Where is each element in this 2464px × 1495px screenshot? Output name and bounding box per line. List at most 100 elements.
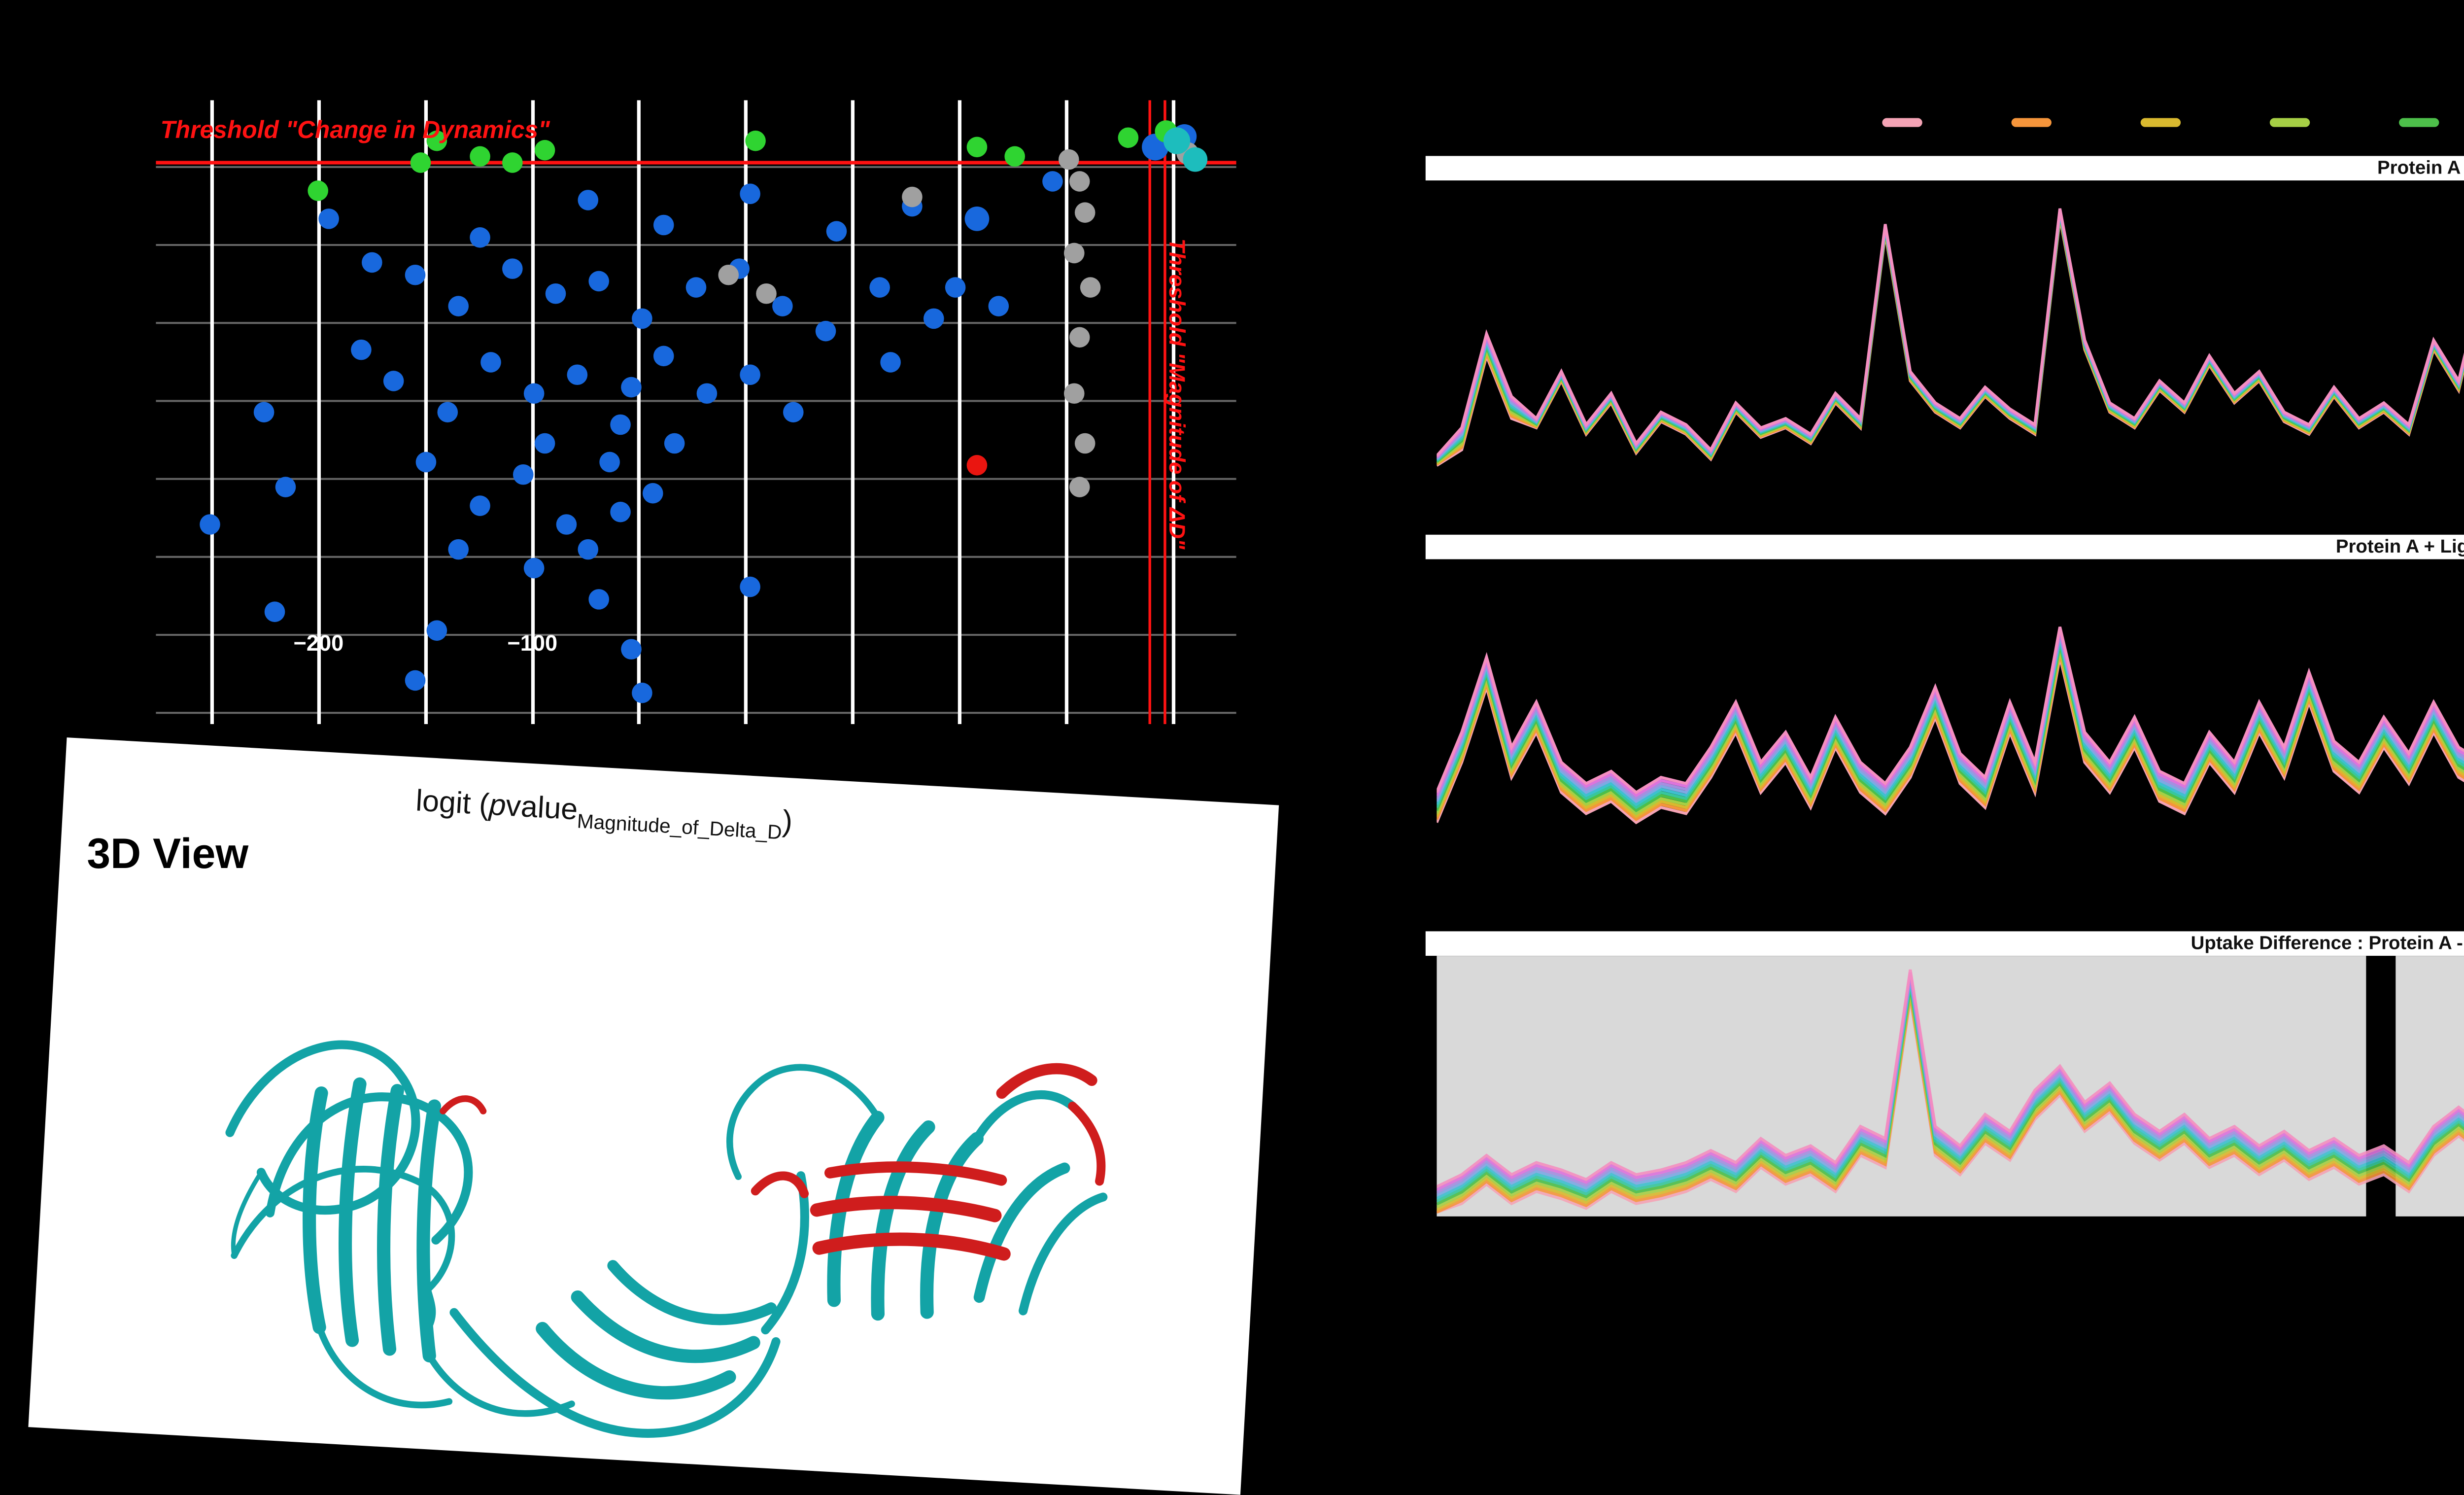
uptake-series-line: [1437, 973, 2464, 1192]
scatter-point[interactable]: [599, 452, 620, 473]
scatter-point[interactable]: [621, 639, 642, 660]
scatter-point[interactable]: [437, 402, 458, 422]
scatter-point[interactable]: [534, 139, 555, 161]
scatter-point[interactable]: [588, 589, 609, 610]
scatter-point[interactable]: [383, 371, 404, 391]
legend-swatch[interactable]: [2399, 118, 2439, 127]
scatter-point[interactable]: [815, 320, 836, 342]
scatter-point[interactable]: [869, 277, 890, 298]
legend-swatch[interactable]: [2140, 118, 2181, 127]
scatter-point[interactable]: [513, 464, 534, 485]
scatter-point[interactable]: [643, 483, 663, 504]
scatter-point[interactable]: [588, 271, 609, 292]
scatter-point[interactable]: [1042, 171, 1063, 192]
volcano-scatter-plot[interactable]: [156, 100, 1236, 724]
scatter-point[interactable]: [253, 402, 274, 422]
scatter-point[interactable]: [426, 620, 447, 641]
scatter-point[interactable]: [621, 377, 642, 398]
scatter-point[interactable]: [610, 414, 631, 435]
scatter-point[interactable]: [653, 214, 674, 236]
scatter-point[interactable]: [470, 495, 490, 516]
scatter-point[interactable]: [264, 601, 285, 622]
scatter-point[interactable]: [523, 557, 545, 579]
uptake-chart-protein-a[interactable]: [1437, 183, 2464, 522]
scatter-point[interactable]: [632, 682, 652, 703]
scatter-point[interactable]: [740, 364, 760, 385]
scatter-point[interactable]: [772, 296, 793, 316]
legend-swatch[interactable]: [2011, 118, 2052, 127]
scatter-point[interactable]: [200, 514, 220, 535]
scatter-point[interactable]: [448, 539, 469, 560]
scatter-point[interactable]: [502, 152, 523, 173]
scatter-point[interactable]: [534, 433, 555, 454]
scatter-point[interactable]: [523, 383, 545, 404]
scatter-point[interactable]: [567, 364, 588, 385]
scatter-point[interactable]: [1069, 477, 1090, 497]
background-band: [1437, 956, 2366, 1217]
scatter-point[interactable]: [966, 137, 988, 158]
scatter-point[interactable]: [745, 130, 766, 151]
scatter-point[interactable]: [988, 296, 1009, 316]
scatter-point[interactable]: [783, 402, 804, 422]
scatter-point[interactable]: [351, 339, 372, 360]
scatter-point[interactable]: [826, 221, 847, 242]
scatter-point[interactable]: [556, 514, 577, 535]
ribbon-strand: [1019, 1192, 1108, 1316]
scatter-point[interactable]: [880, 352, 901, 373]
scatter-point[interactable]: [1074, 202, 1095, 223]
scatter-point[interactable]: [410, 152, 431, 173]
scatter-point[interactable]: [1004, 146, 1025, 167]
scatter-point[interactable]: [902, 186, 923, 208]
scatter-point[interactable]: [1163, 127, 1191, 154]
scatter-point[interactable]: [415, 452, 437, 473]
scatter-point[interactable]: [1063, 383, 1085, 404]
scatter-point[interactable]: [653, 346, 674, 367]
protein-structure[interactable]: [92, 870, 1190, 1475]
scatter-point[interactable]: [756, 283, 777, 304]
uptake-series-line: [1437, 996, 2464, 1212]
scatter-point[interactable]: [1118, 127, 1139, 148]
scatter-point[interactable]: [1080, 277, 1101, 298]
scatter-point[interactable]: [610, 501, 631, 522]
scatter-point[interactable]: [470, 227, 490, 248]
legend-swatch[interactable]: [2269, 118, 2310, 127]
scatter-point[interactable]: [318, 209, 339, 229]
scatter-point[interactable]: [740, 576, 760, 597]
scatter-point[interactable]: [405, 670, 426, 691]
scatter-point[interactable]: [964, 207, 990, 231]
scatter-point[interactable]: [275, 477, 296, 497]
scatter-point[interactable]: [1074, 433, 1095, 454]
scatter-point[interactable]: [718, 264, 739, 285]
scatter-point[interactable]: [740, 183, 760, 205]
scatter-point[interactable]: [664, 433, 685, 454]
scatter-point[interactable]: [1069, 327, 1090, 348]
scatter-point[interactable]: [426, 130, 447, 151]
scatter-point[interactable]: [966, 454, 988, 476]
legend-swatch[interactable]: [1882, 118, 1922, 127]
uptake-chart-protein-a-ligand[interactable]: [1437, 561, 2464, 887]
scatter-point[interactable]: [1069, 171, 1090, 192]
scatter-point[interactable]: [1063, 243, 1085, 264]
ribbon-loop: [231, 1170, 264, 1258]
scatter-point[interactable]: [362, 252, 382, 273]
scatter-point[interactable]: [502, 258, 523, 279]
scatter-point[interactable]: [405, 264, 426, 285]
uptake-series-line: [1437, 999, 2464, 1212]
scatter-point[interactable]: [923, 308, 944, 329]
scatter-point[interactable]: [1183, 147, 1208, 172]
scatter-point[interactable]: [1059, 149, 1079, 170]
scatter-point[interactable]: [632, 308, 652, 329]
scatter-point[interactable]: [685, 277, 707, 298]
threshold-dynamics-label: Threshold "Change in Dynamics": [160, 118, 550, 145]
scatter-point[interactable]: [945, 277, 966, 298]
scatter-point[interactable]: [470, 146, 490, 167]
uptake-difference-chart[interactable]: [1437, 956, 2464, 1217]
scatter-point[interactable]: [578, 539, 599, 560]
scatter-point[interactable]: [448, 296, 469, 316]
x-tick-label: −100: [507, 632, 558, 658]
scatter-point[interactable]: [480, 352, 501, 373]
scatter-point[interactable]: [696, 383, 718, 404]
scatter-point[interactable]: [308, 180, 329, 201]
scatter-point[interactable]: [578, 190, 599, 210]
scatter-point[interactable]: [545, 283, 566, 304]
